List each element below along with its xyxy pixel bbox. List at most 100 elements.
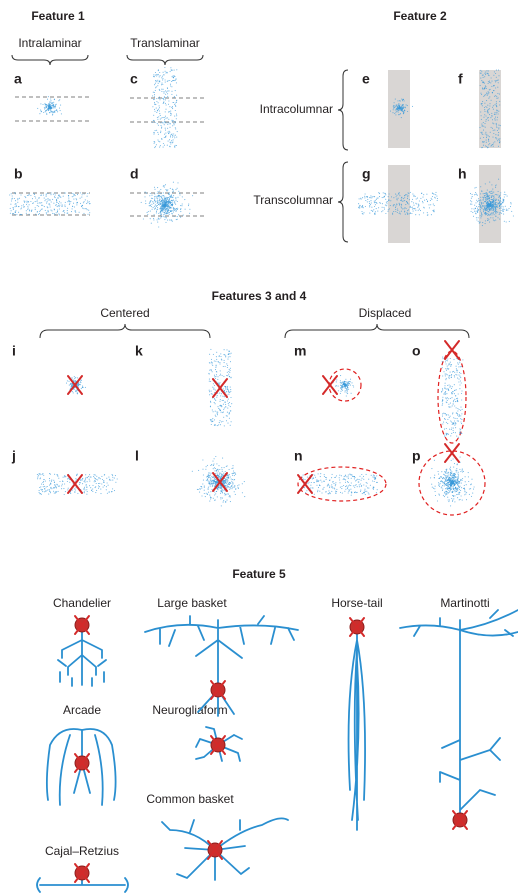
dot: [392, 212, 394, 214]
dot: [231, 474, 234, 476]
dot: [401, 204, 403, 206]
dot: [509, 206, 512, 208]
dot: [86, 491, 88, 493]
dot: [230, 377, 232, 379]
dot: [437, 470, 439, 473]
dot: [480, 203, 482, 205]
dot: [324, 476, 327, 478]
dot: [225, 481, 227, 483]
dot: [349, 384, 351, 386]
dot: [198, 469, 200, 471]
dot: [472, 492, 474, 494]
dot: [482, 196, 484, 198]
dot: [487, 110, 489, 112]
dot: [171, 196, 173, 198]
dot: [151, 194, 153, 196]
dot: [344, 475, 346, 477]
dot: [53, 492, 55, 494]
dot: [456, 494, 458, 496]
dot: [494, 119, 496, 121]
dot: [176, 94, 178, 96]
dot: [456, 463, 458, 465]
dot: [490, 126, 492, 128]
dot: [446, 397, 448, 399]
dot: [98, 477, 100, 479]
dot: [384, 204, 386, 206]
dot: [82, 202, 84, 204]
dot: [221, 404, 223, 407]
dot: [345, 381, 348, 383]
title: Feature 1: [31, 9, 85, 23]
dot: [453, 473, 455, 475]
dot: [222, 412, 224, 414]
dot: [228, 411, 230, 413]
dot: [493, 191, 495, 193]
dot: [494, 207, 496, 209]
dot: [46, 104, 48, 106]
dot: [459, 485, 461, 487]
dot: [450, 473, 452, 475]
dot: [368, 487, 370, 489]
dot: [113, 490, 116, 492]
dot: [499, 194, 501, 196]
dot: [451, 393, 453, 395]
dot: [487, 139, 490, 141]
dot: [227, 353, 230, 355]
dot: [370, 209, 372, 211]
dot: [54, 107, 56, 109]
dot: [390, 196, 393, 198]
dot: [492, 136, 494, 138]
dot: [357, 478, 359, 480]
dot: [478, 203, 480, 205]
dot: [225, 420, 228, 422]
dot: [93, 474, 95, 476]
dot: [58, 213, 60, 215]
dot: [456, 413, 458, 415]
dot: [24, 200, 26, 202]
dot: [168, 192, 171, 194]
dot: [224, 354, 226, 356]
dot: [394, 105, 397, 107]
dot: [58, 485, 60, 487]
dot: [181, 196, 183, 198]
dot: [460, 471, 462, 473]
dot: [68, 478, 71, 480]
dot: [222, 482, 224, 484]
dot: [77, 492, 79, 494]
dot: [353, 476, 356, 478]
dot: [454, 487, 457, 489]
dot: [447, 474, 449, 476]
dot: [108, 491, 110, 493]
dot: [503, 213, 505, 215]
dot: [213, 463, 215, 465]
dot: [494, 113, 496, 115]
dot: [458, 493, 460, 495]
dot: [53, 110, 56, 112]
dot: [488, 204, 490, 206]
dot: [222, 399, 224, 401]
dot: [187, 205, 190, 207]
dot: [45, 193, 47, 195]
dot: [156, 195, 158, 198]
dot: [374, 213, 376, 215]
dot: [448, 377, 450, 379]
dot: [497, 86, 499, 88]
dot: [230, 486, 232, 488]
dot: [493, 220, 495, 222]
dot: [322, 488, 324, 490]
dot: [449, 491, 451, 493]
dot: [212, 417, 214, 420]
dot: [492, 206, 494, 209]
dot: [52, 110, 54, 112]
dot: [53, 107, 55, 109]
dot: [223, 481, 225, 483]
dot: [445, 421, 447, 423]
dot: [221, 374, 223, 377]
dot: [397, 209, 399, 212]
dot: [234, 493, 236, 495]
dot: [159, 210, 162, 212]
dot: [397, 104, 399, 106]
dot: [488, 136, 490, 138]
dot: [412, 208, 414, 210]
dot: [80, 388, 82, 390]
